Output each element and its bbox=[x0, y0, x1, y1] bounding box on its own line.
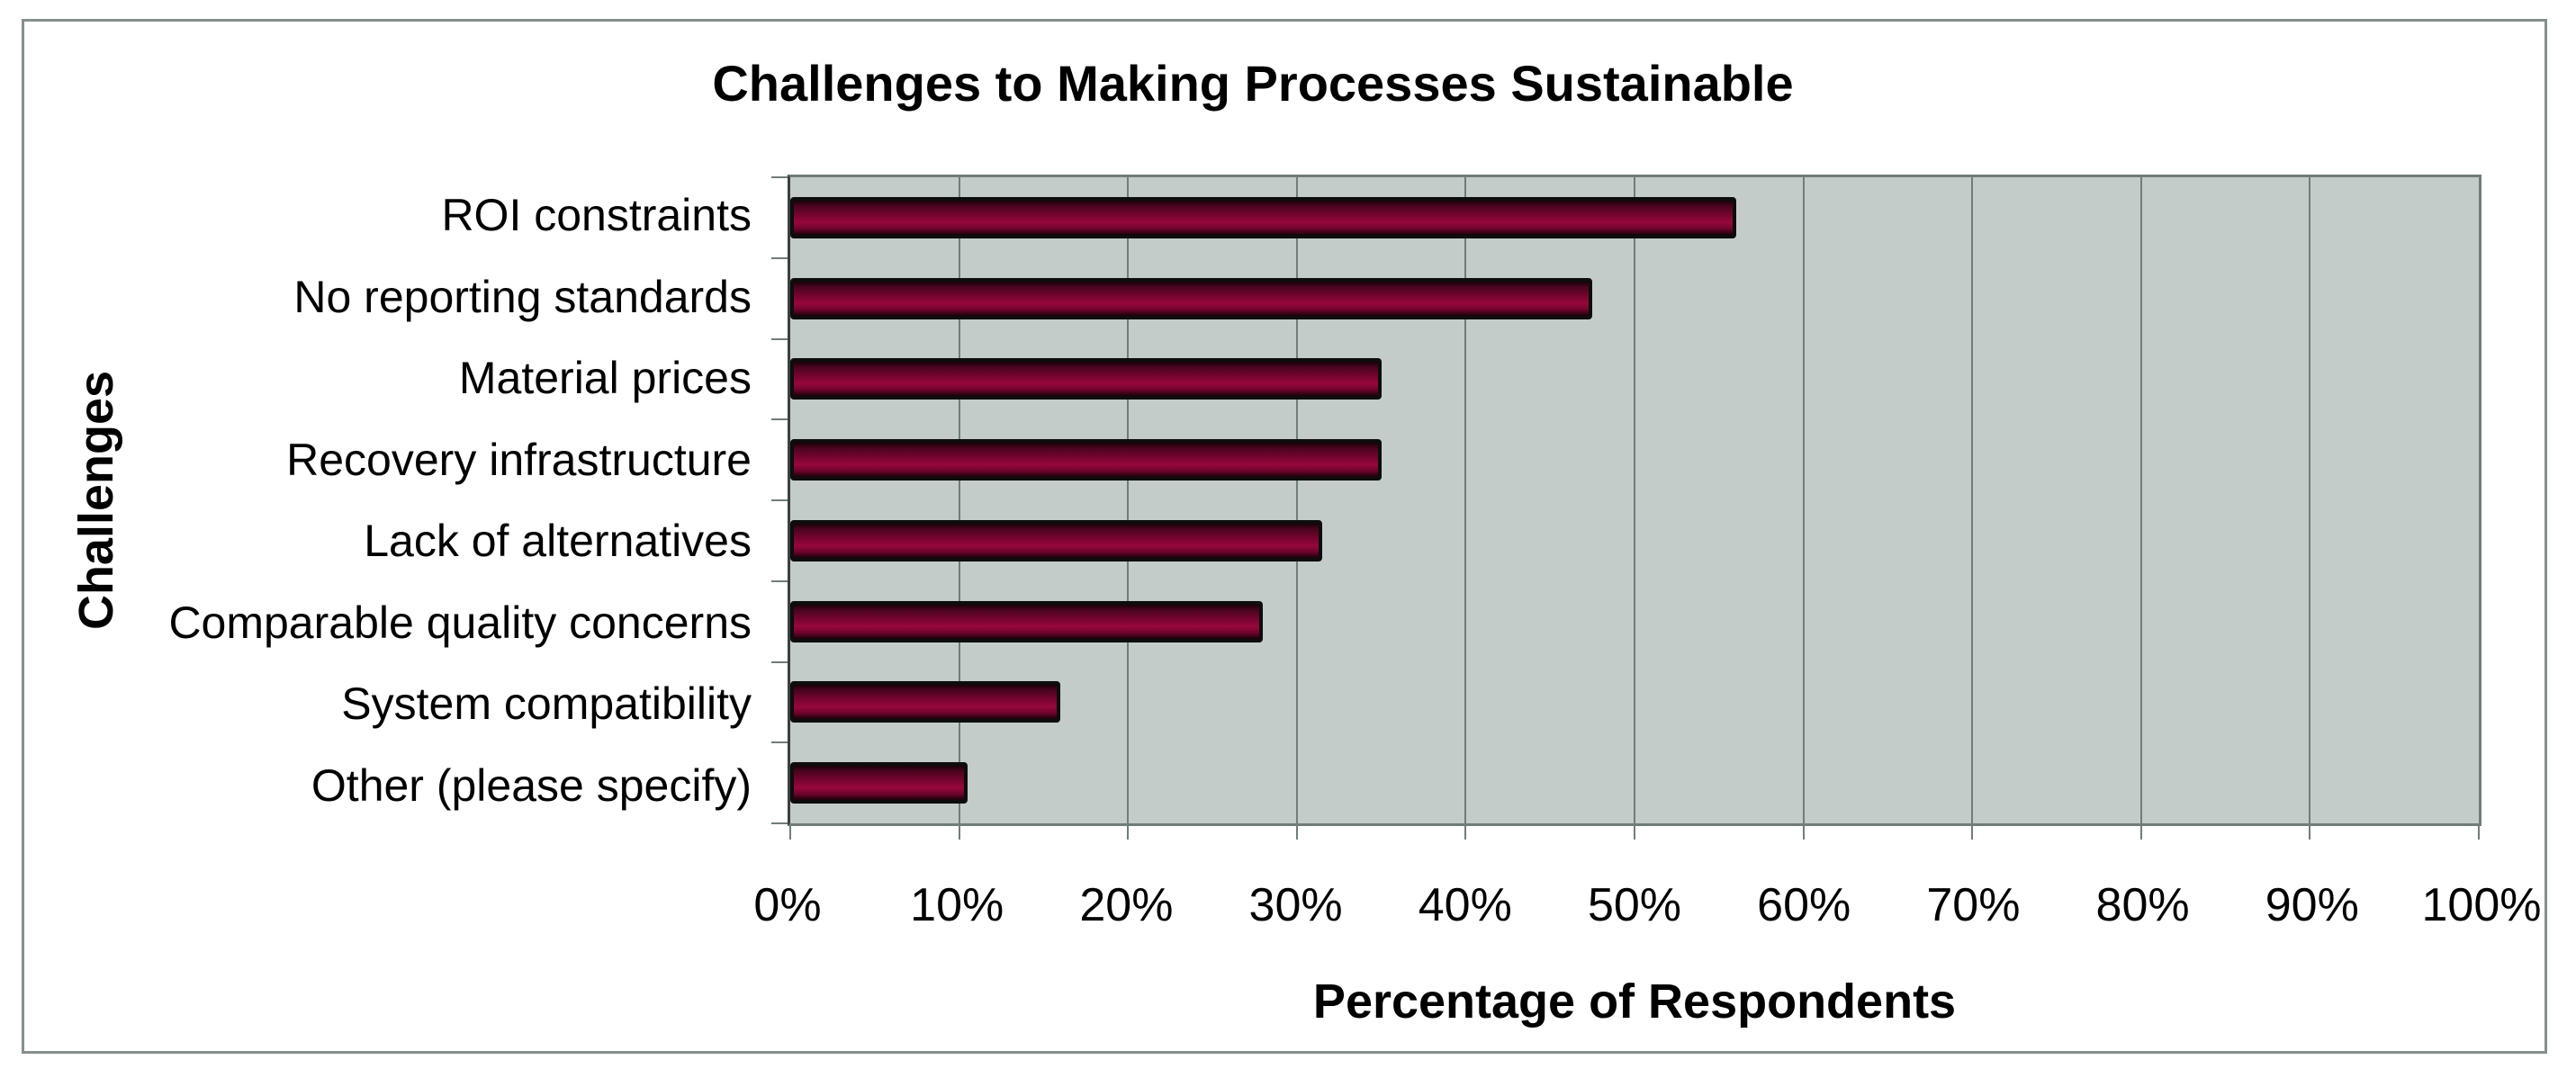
y-axis-tick bbox=[771, 579, 788, 582]
bar-row bbox=[790, 581, 2479, 662]
x-axis-tick bbox=[1295, 823, 1298, 840]
category-label: Comparable quality concerns bbox=[168, 597, 752, 648]
x-axis-tick-label: 40% bbox=[1418, 879, 1512, 931]
bars-layer bbox=[790, 177, 2479, 823]
y-axis-tick bbox=[771, 499, 788, 501]
x-axis-tick-label: 10% bbox=[910, 879, 1004, 931]
bar-1 bbox=[790, 196, 1736, 238]
gridline bbox=[1127, 177, 1130, 823]
x-axis-tick bbox=[2309, 823, 2311, 840]
x-axis-tick-label: 100% bbox=[2421, 879, 2542, 931]
bar-row bbox=[790, 662, 2479, 743]
bar-6 bbox=[790, 600, 1264, 642]
x-axis-tick bbox=[2139, 823, 2142, 840]
x-axis-tick-labels: 0% 10% 20% 30% 40% 50% 60% 70% 80% 90% 100% bbox=[753, 878, 2541, 934]
category-label: Other (please specify) bbox=[311, 759, 752, 811]
bar-row bbox=[790, 419, 2479, 500]
y-axis-tick bbox=[771, 337, 788, 340]
chart-title: Challenges to Making Processes Sustainab… bbox=[712, 55, 1794, 112]
x-axis-tick bbox=[1464, 823, 1467, 840]
category-label: System compatibility bbox=[341, 678, 752, 730]
bar-5 bbox=[790, 519, 1322, 561]
chart-figure: Challenges to Making Processes Sustainab… bbox=[22, 19, 2547, 1054]
gridline bbox=[1802, 177, 1805, 823]
y-axis-tick bbox=[771, 418, 788, 421]
x-axis-tick-label: 50% bbox=[1587, 879, 1682, 931]
x-axis-tick-label: 80% bbox=[2095, 879, 2190, 931]
y-axis-category-labels: ROI constraints No reporting standards Mat… bbox=[24, 175, 766, 826]
bar-row bbox=[790, 339, 2479, 420]
bar-row bbox=[790, 500, 2479, 581]
y-axis-tick bbox=[771, 741, 788, 744]
plot-area bbox=[771, 175, 2481, 840]
gridline bbox=[1971, 177, 1974, 823]
x-axis-title: Percentage of Respondents bbox=[1312, 975, 1957, 1029]
x-axis-tick bbox=[1802, 823, 1805, 840]
x-axis-tick bbox=[1971, 823, 1974, 840]
y-axis-tick bbox=[771, 822, 788, 824]
bar-3 bbox=[790, 358, 1382, 400]
x-axis-tick bbox=[1127, 823, 1130, 840]
y-axis-title: Challenges bbox=[69, 370, 123, 631]
y-axis-tick bbox=[771, 660, 788, 663]
bar-2 bbox=[790, 277, 1593, 319]
x-axis-tick-label: 60% bbox=[1757, 879, 1851, 931]
x-axis-tick-label: 0% bbox=[753, 879, 822, 931]
x-axis-tick bbox=[1634, 823, 1635, 840]
bar-row bbox=[790, 258, 2479, 339]
x-axis-tick bbox=[789, 823, 791, 840]
x-axis-tick-label: 30% bbox=[1248, 879, 1343, 931]
category-label: No reporting standards bbox=[293, 271, 752, 322]
gridline bbox=[1464, 177, 1467, 823]
y-axis-tick bbox=[771, 256, 788, 259]
gridline bbox=[1295, 177, 1298, 823]
bar-8 bbox=[790, 762, 968, 804]
x-axis-tick-label: 70% bbox=[1926, 879, 2021, 931]
category-label: Recovery infrastructure bbox=[286, 434, 752, 485]
gridline bbox=[958, 177, 960, 823]
x-axis-tick bbox=[958, 823, 960, 840]
x-axis-tick-label: 90% bbox=[2265, 879, 2359, 931]
gridline bbox=[2309, 177, 2311, 823]
category-label: Lack of alternatives bbox=[364, 516, 752, 567]
bar-7 bbox=[790, 681, 1061, 723]
category-label: ROI constraints bbox=[441, 190, 752, 241]
bar-row bbox=[790, 742, 2479, 823]
x-axis-tick-label: 20% bbox=[1079, 879, 1174, 931]
category-label: Material prices bbox=[458, 353, 752, 404]
bar-4 bbox=[790, 439, 1382, 481]
y-axis-tick bbox=[771, 176, 788, 178]
bar-row bbox=[790, 177, 2479, 258]
gridline bbox=[2139, 177, 2142, 823]
gridline bbox=[1634, 177, 1635, 823]
x-axis-tick bbox=[2478, 823, 2480, 840]
